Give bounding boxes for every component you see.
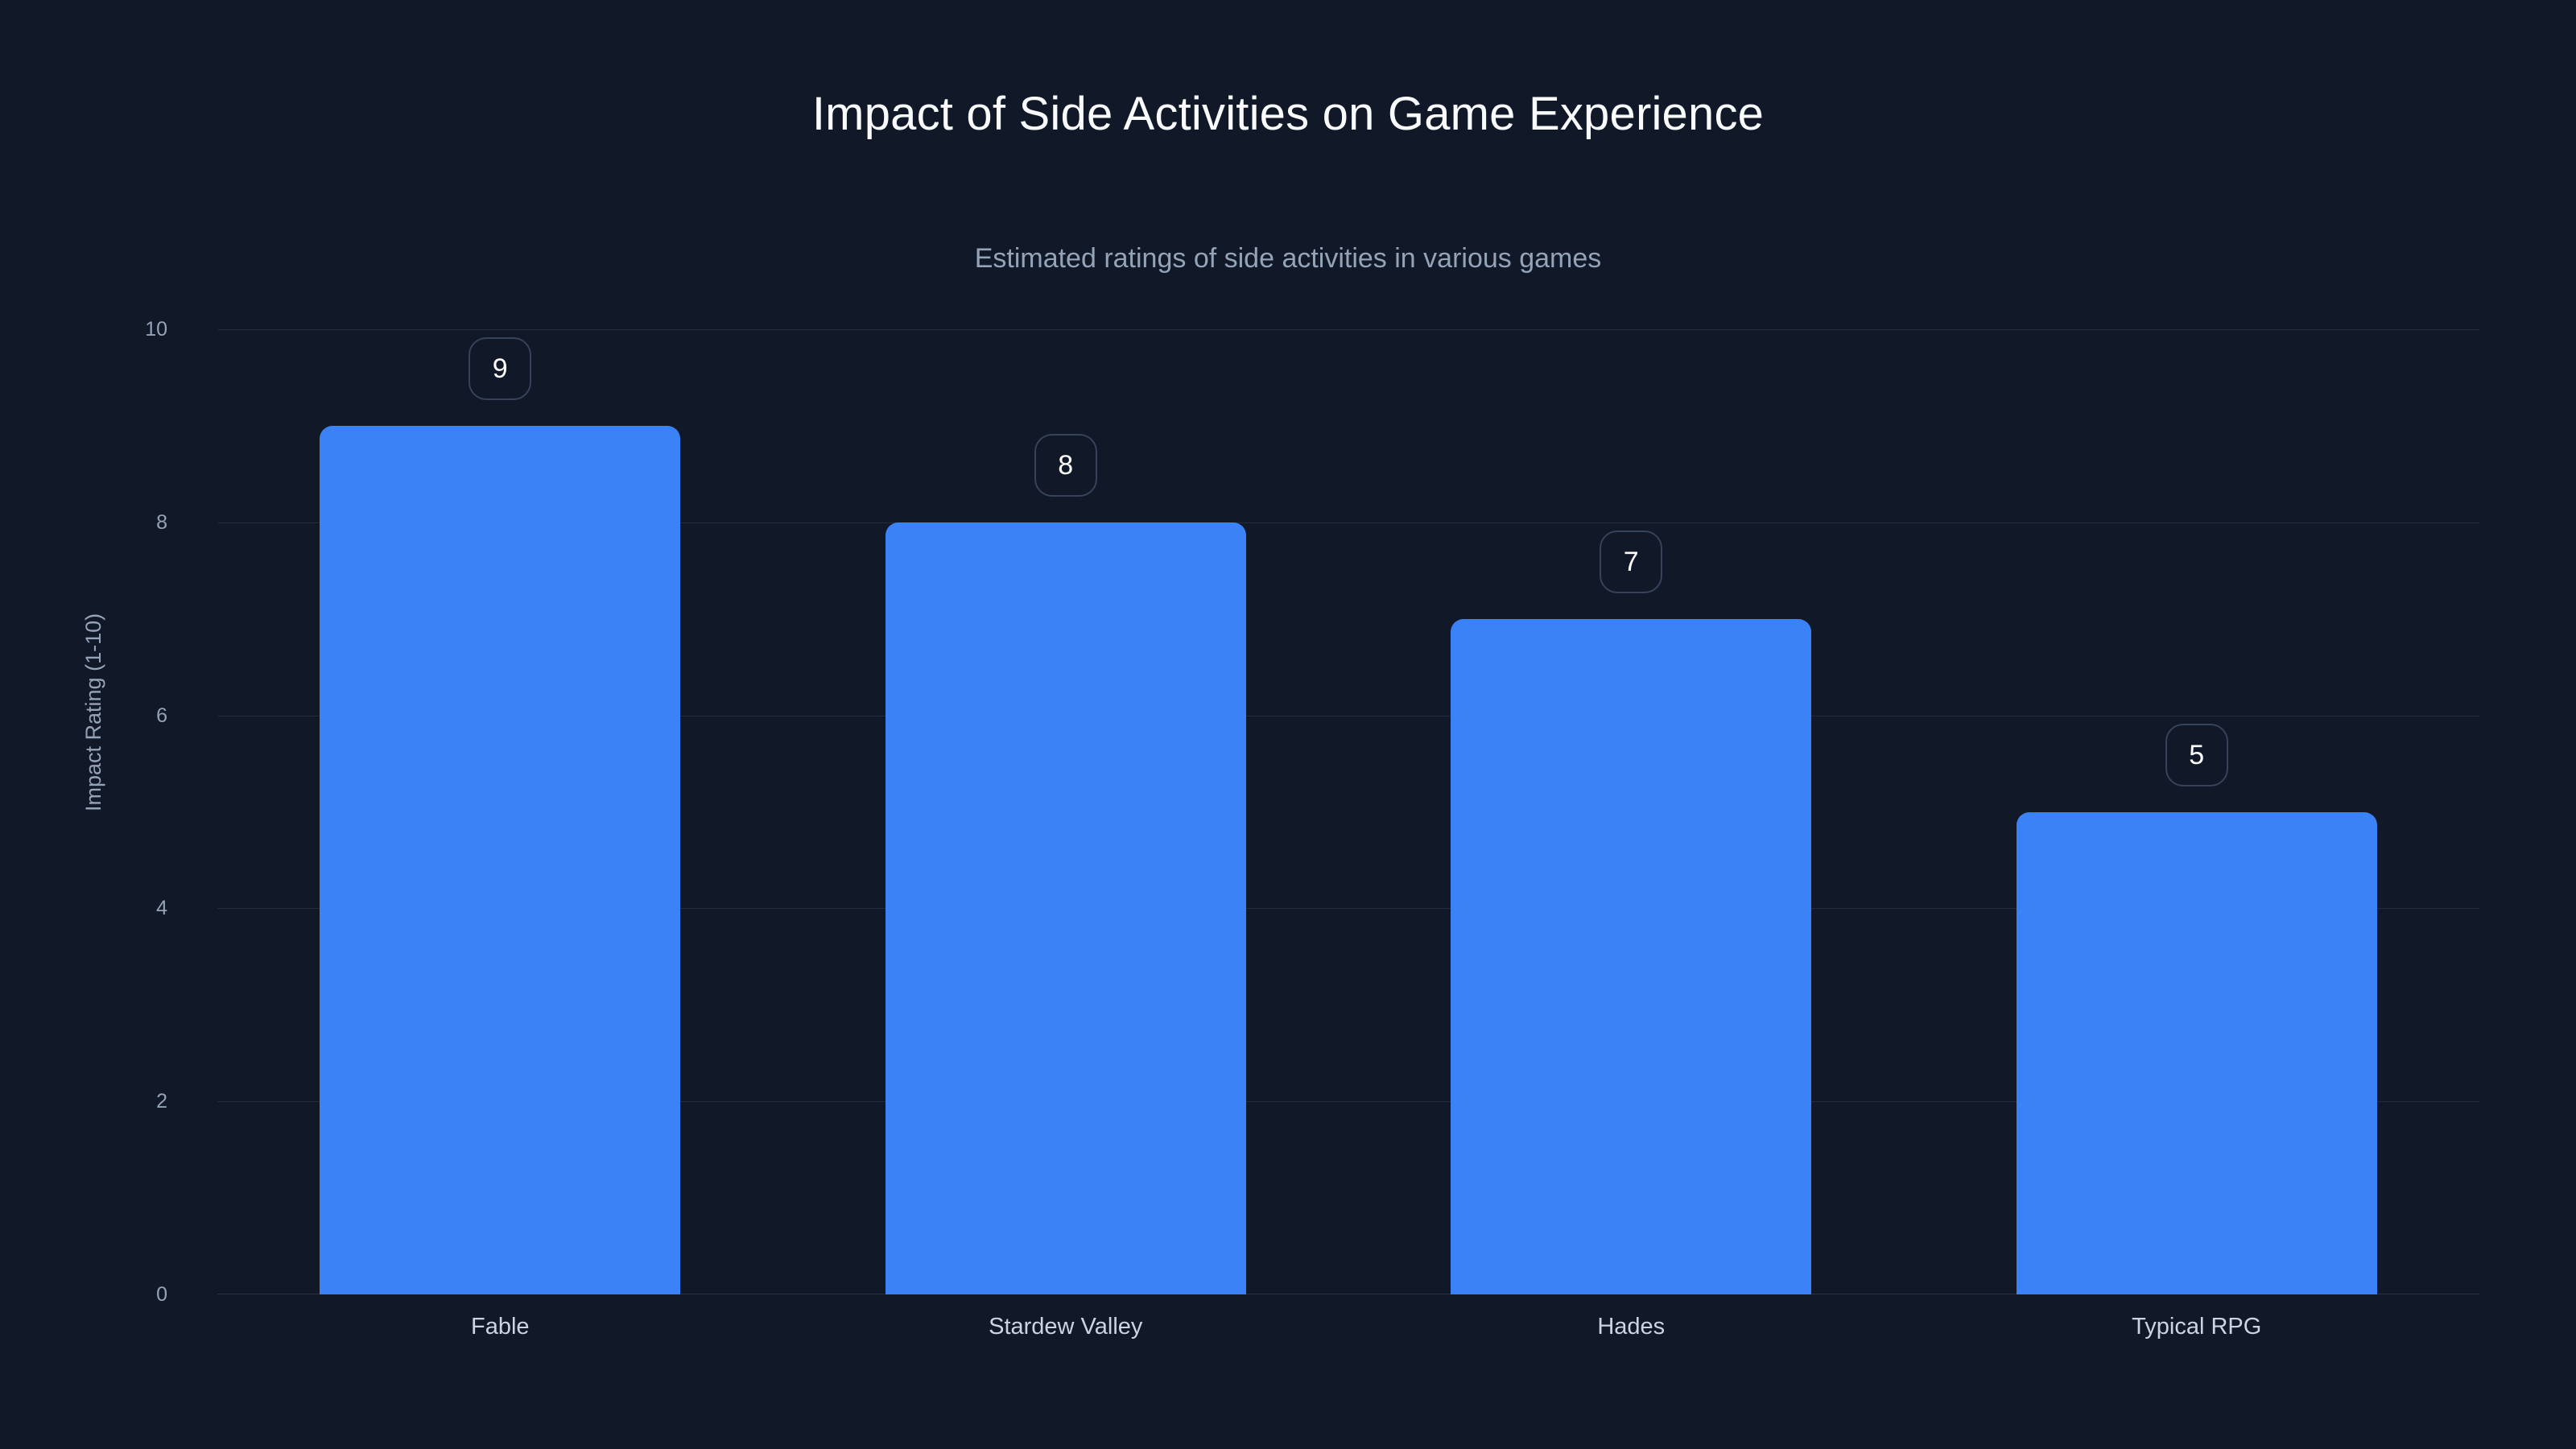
- value-label-badge: 8: [1034, 433, 1097, 497]
- bar-fable[interactable]: [320, 425, 681, 1294]
- value-label-badge: 9: [469, 336, 532, 400]
- gridline: [217, 908, 2479, 910]
- y-tick-label: 4: [156, 897, 167, 920]
- bar-stardew-valley[interactable]: [885, 522, 1246, 1294]
- value-label-badge: 7: [1600, 530, 1663, 593]
- y-tick-label: 6: [156, 704, 167, 727]
- y-tick-label: 8: [156, 510, 167, 534]
- y-tick-label: 2: [156, 1090, 167, 1113]
- value-label-badge: 5: [2165, 723, 2228, 786]
- bar-typical-rpg[interactable]: [2016, 811, 2377, 1294]
- chart-subtitle: Estimated ratings of side activities in …: [974, 243, 1602, 274]
- gridline: [217, 329, 2479, 330]
- x-tick-label-typical-rpg: Typical RPG: [2132, 1314, 2262, 1340]
- y-tick-label: 0: [156, 1283, 167, 1306]
- bar-hades[interactable]: [1451, 618, 1812, 1294]
- x-tick-label-hades: Hades: [1597, 1314, 1666, 1340]
- gridline: [217, 522, 2479, 523]
- y-axis-tick-labels: 10 8 6 4 2 0: [0, 318, 193, 1306]
- chart-title: Impact of Side Activities on Game Experi…: [811, 88, 1765, 140]
- gridline: [217, 1101, 2479, 1103]
- y-tick-label: 10: [145, 318, 167, 341]
- x-tick-label-fable: Fable: [470, 1314, 530, 1340]
- plot-area: [217, 329, 2479, 1294]
- x-tick-label-stardew-valley: Stardew Valley: [989, 1314, 1143, 1340]
